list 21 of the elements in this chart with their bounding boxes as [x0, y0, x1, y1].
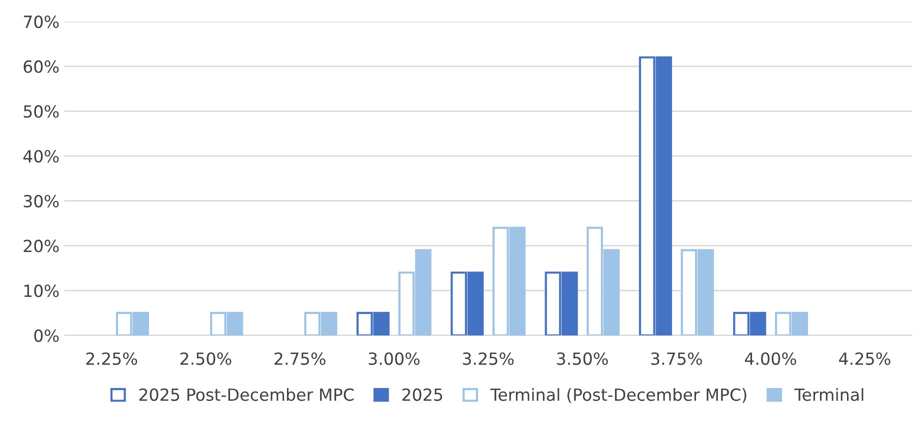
- x-tick-label: 2.75%: [274, 352, 326, 365]
- x-tick-label: 3.00%: [368, 352, 420, 365]
- legend-label: 2025 Post-December MPC: [139, 388, 354, 401]
- y-tick-label: 10%: [24, 284, 59, 298]
- x-tick-label: 2.50%: [180, 352, 232, 365]
- legend-label: Terminal: [794, 388, 864, 401]
- x-tick-label: 3.75%: [651, 352, 702, 365]
- x-tick-label: 3.50%: [557, 352, 608, 365]
- y-tick-label: 60%: [24, 60, 59, 73]
- legend-label: 2025: [402, 388, 442, 401]
- y-tick-label: 20%: [24, 240, 59, 252]
- legend-label: Terminal (Post-December MPC): [490, 388, 746, 403]
- x-tick-label: 4.25%: [839, 352, 890, 365]
- x-tick-label: 4.00%: [744, 352, 796, 365]
- y-tick-label: 50%: [24, 105, 59, 118]
- x-tick-label: 2.25%: [86, 352, 138, 365]
- y-tick-label: 40%: [23, 150, 59, 163]
- y-tick-label: 70%: [24, 15, 59, 28]
- y-tick-label: 30%: [24, 194, 59, 208]
- x-tick-label: 3.25%: [462, 352, 514, 365]
- y-tick-label: 0%: [34, 329, 59, 342]
